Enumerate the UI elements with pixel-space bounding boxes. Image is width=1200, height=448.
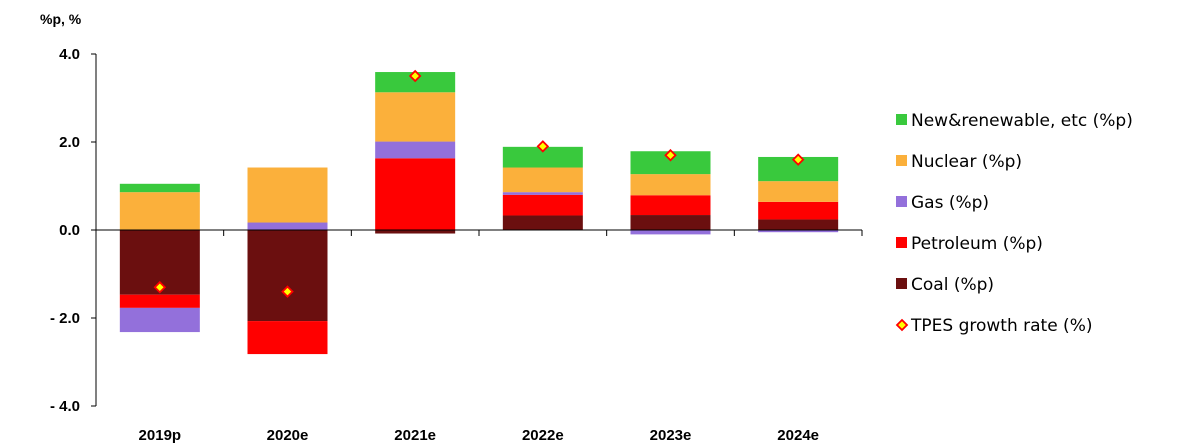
tpes-marker [791, 153, 805, 166]
bar-segment [758, 219, 839, 230]
bar-segment [758, 201, 839, 220]
bar-segment [375, 92, 456, 142]
legend-swatch [896, 237, 907, 248]
bar-segment [502, 167, 583, 193]
y-unit-label: %p, % [40, 11, 82, 27]
legend: New&renewable, etc (%p) Nuclear (%p) Gas (… [895, 111, 1133, 336]
y-tick-label: - 2.0 [50, 310, 80, 327]
legend-label: Petroleum (%p) [911, 234, 1043, 254]
legend-swatch [896, 155, 907, 166]
tpes-marker [281, 285, 294, 298]
bar-segment [502, 192, 583, 195]
x-tick-label: 2023e [650, 427, 692, 444]
bar-segment [630, 230, 711, 235]
y-tick-label: 0.0 [59, 222, 80, 239]
tpes-marker [536, 140, 550, 153]
x-tick-label: 2024e [777, 427, 819, 444]
legend-label: New&renewable, etc (%p) [911, 111, 1133, 131]
bar-segment [375, 141, 456, 159]
legend-label: TPES growth rate (%) [910, 316, 1092, 336]
tpes-marker [408, 69, 422, 83]
bar-segment [502, 215, 583, 230]
bar-segment [630, 151, 711, 175]
bar-segment [119, 307, 200, 333]
bar-segment [502, 146, 583, 168]
legend-swatch [896, 114, 907, 125]
bar-segment [375, 230, 456, 234]
tpes-marker [664, 148, 677, 162]
bar-segment [630, 174, 711, 196]
bar-segment [375, 158, 456, 230]
y-tick-label: - 4.0 [50, 398, 80, 415]
plot-area: 4.0 2.0 0.0 - 2.0 - 4.0 2019p 2020e 2021e 2022e 2… [50, 46, 863, 444]
tpes-marker [153, 280, 167, 294]
legend-swatch [896, 196, 907, 207]
bar-segment [758, 181, 839, 202]
bar-segment [119, 294, 200, 308]
y-tick-label: 2.0 [59, 134, 80, 151]
legend-label: Coal (%p) [911, 275, 994, 295]
bar-segment [758, 230, 839, 233]
bar-segment [630, 215, 711, 230]
x-tick-label: 2020e [267, 427, 309, 444]
bar-segment [502, 194, 583, 216]
legend-label: Nuclear (%p) [911, 152, 1022, 172]
x-tick-label: 2021e [394, 427, 436, 444]
legend-swatch [896, 278, 907, 289]
bar-segment [247, 230, 328, 322]
x-tick-label: 2019p [139, 427, 182, 444]
bar-segment [119, 192, 200, 230]
x-tick-label: 2022e [522, 427, 564, 444]
legend-label: Gas (%p) [911, 193, 989, 213]
bar-segment [247, 321, 328, 355]
legend-marker [895, 318, 909, 332]
bar-segment [247, 222, 328, 230]
bar-segment [247, 167, 328, 223]
y-tick-label: 4.0 [59, 46, 80, 63]
bar-segment [119, 183, 200, 193]
bar-segment [630, 195, 711, 216]
